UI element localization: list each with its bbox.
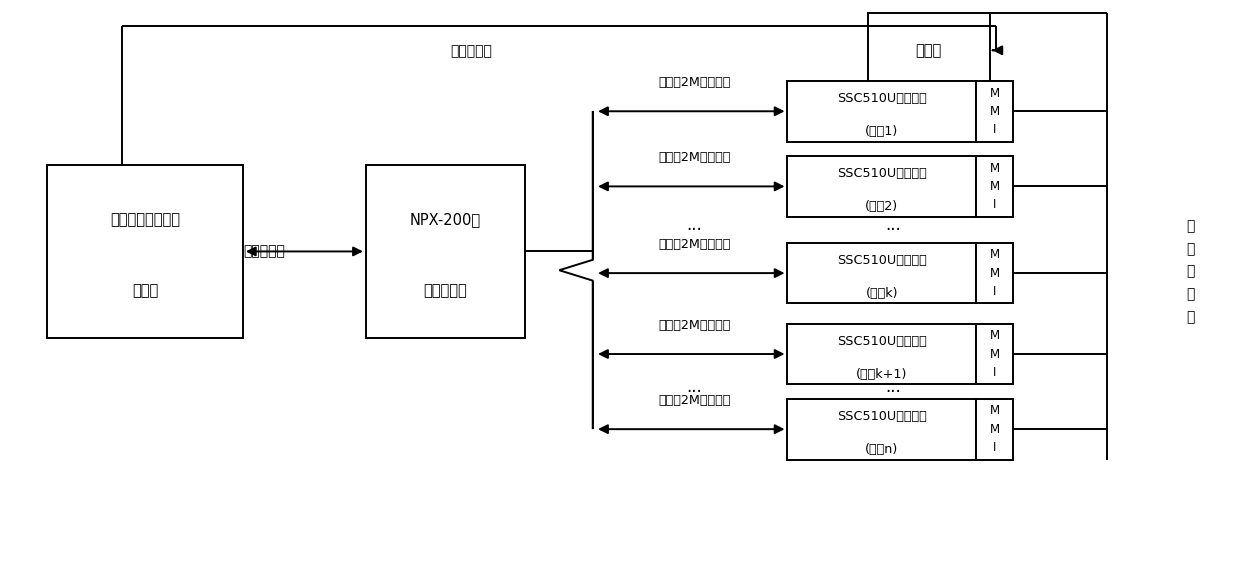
Text: SSC510U稳控装置: SSC510U稳控装置 [837, 92, 926, 105]
Bar [366, 165, 525, 338]
Bar [868, 13, 990, 88]
Bar [976, 81, 1013, 142]
Bar [787, 399, 976, 460]
Text: 信接口装置: 信接口装置 [423, 283, 467, 298]
Text: 光口：2M专用光纤: 光口：2M专用光纤 [658, 238, 730, 251]
Bar [787, 324, 976, 384]
Text: M: M [990, 249, 999, 261]
Text: (子站2): (子站2) [866, 200, 898, 213]
Text: 光口：2M专用光纤: 光口：2M专用光纤 [658, 318, 730, 332]
Text: 交换机: 交换机 [915, 43, 942, 58]
Bar [976, 399, 1013, 460]
Text: SSC510U稳控装置: SSC510U稳控装置 [837, 167, 926, 180]
Text: ···: ··· [687, 383, 702, 401]
Text: 光口：2M专用光纤: 光口：2M专用光纤 [658, 76, 730, 89]
Text: M: M [990, 180, 999, 193]
Text: ···: ··· [885, 383, 900, 401]
Bar [47, 165, 243, 338]
Text: M: M [990, 105, 999, 118]
Bar [787, 156, 976, 217]
Bar [787, 243, 976, 303]
Text: M: M [990, 423, 999, 436]
Bar [787, 81, 976, 142]
Text: ···: ··· [687, 221, 702, 239]
Text: 光口：2M专用光纤: 光口：2M专用光纤 [658, 151, 730, 164]
Text: SSC510U稳控装置: SSC510U稳控装置 [837, 410, 926, 423]
Text: I: I [993, 441, 996, 454]
Text: 光口：2M专用光纤: 光口：2M专用光纤 [658, 394, 730, 407]
Text: NPX-200通: NPX-200通 [409, 212, 481, 227]
Text: 电
缆
以
太
网: 电 缆 以 太 网 [1187, 219, 1194, 324]
Text: M: M [990, 87, 999, 99]
Text: SSC510U稳控装置: SSC510U稳控装置 [837, 254, 926, 267]
Bar [976, 324, 1013, 384]
Text: I: I [993, 123, 996, 136]
Text: (子站k): (子站k) [866, 287, 898, 300]
Text: SSC510U稳控装置: SSC510U稳控装置 [837, 335, 926, 348]
Text: 电缆以太网: 电缆以太网 [243, 244, 285, 258]
Text: I: I [993, 366, 996, 379]
Text: 在线实时稳定控制: 在线实时稳定控制 [110, 212, 180, 227]
Text: M: M [990, 329, 999, 342]
Text: (子站k+1): (子站k+1) [856, 368, 908, 381]
Text: 电缆以太网: 电缆以太网 [450, 44, 492, 58]
Text: ···: ··· [885, 221, 900, 239]
Text: M: M [990, 347, 999, 361]
Text: 服务器: 服务器 [131, 283, 159, 298]
Text: M: M [990, 405, 999, 417]
Text: I: I [993, 198, 996, 211]
Bar [976, 156, 1013, 217]
Text: (子站1): (子站1) [866, 125, 898, 138]
Text: M: M [990, 162, 999, 175]
Text: (子站n): (子站n) [866, 443, 898, 456]
Bar [976, 243, 1013, 303]
Text: M: M [990, 266, 999, 280]
Text: I: I [993, 285, 996, 298]
